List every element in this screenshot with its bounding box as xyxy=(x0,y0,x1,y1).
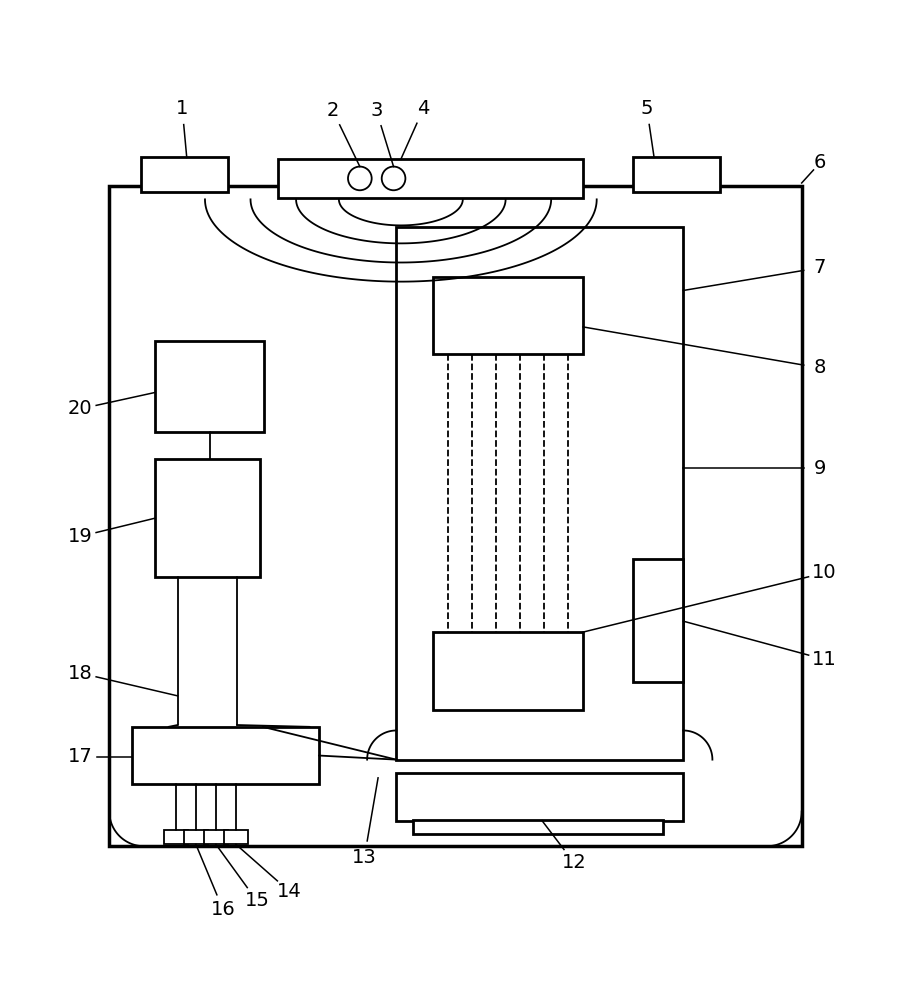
Bar xyxy=(204,830,228,844)
Bar xyxy=(633,157,720,192)
Text: 7: 7 xyxy=(814,258,826,277)
Text: 5: 5 xyxy=(640,99,653,118)
Text: 4: 4 xyxy=(417,99,430,118)
Text: 16: 16 xyxy=(210,900,236,919)
Bar xyxy=(132,727,319,784)
Text: 20: 20 xyxy=(67,399,93,418)
Bar xyxy=(164,830,188,844)
Bar xyxy=(278,159,583,198)
Text: 13: 13 xyxy=(352,848,377,867)
Text: 6: 6 xyxy=(814,153,826,172)
Text: 2: 2 xyxy=(326,101,339,120)
Text: 17: 17 xyxy=(67,747,93,766)
Text: 1: 1 xyxy=(176,99,189,118)
Text: 14: 14 xyxy=(277,882,302,901)
Text: 18: 18 xyxy=(67,664,93,683)
Text: 15: 15 xyxy=(244,891,270,910)
Bar xyxy=(109,186,802,846)
Text: 12: 12 xyxy=(561,853,587,872)
Text: 9: 9 xyxy=(814,459,826,478)
Text: 11: 11 xyxy=(812,650,837,669)
Bar xyxy=(224,830,248,844)
Bar xyxy=(433,277,583,354)
Bar xyxy=(413,820,663,834)
Text: 8: 8 xyxy=(814,358,826,377)
Bar xyxy=(396,227,683,760)
Bar xyxy=(633,559,683,682)
Text: 10: 10 xyxy=(812,563,837,582)
Bar xyxy=(433,632,583,710)
Text: 19: 19 xyxy=(67,527,93,546)
Bar xyxy=(155,459,260,577)
Text: 3: 3 xyxy=(370,101,383,120)
Bar xyxy=(155,341,264,432)
Bar xyxy=(184,830,208,844)
Bar xyxy=(141,157,228,192)
Bar xyxy=(396,773,683,821)
